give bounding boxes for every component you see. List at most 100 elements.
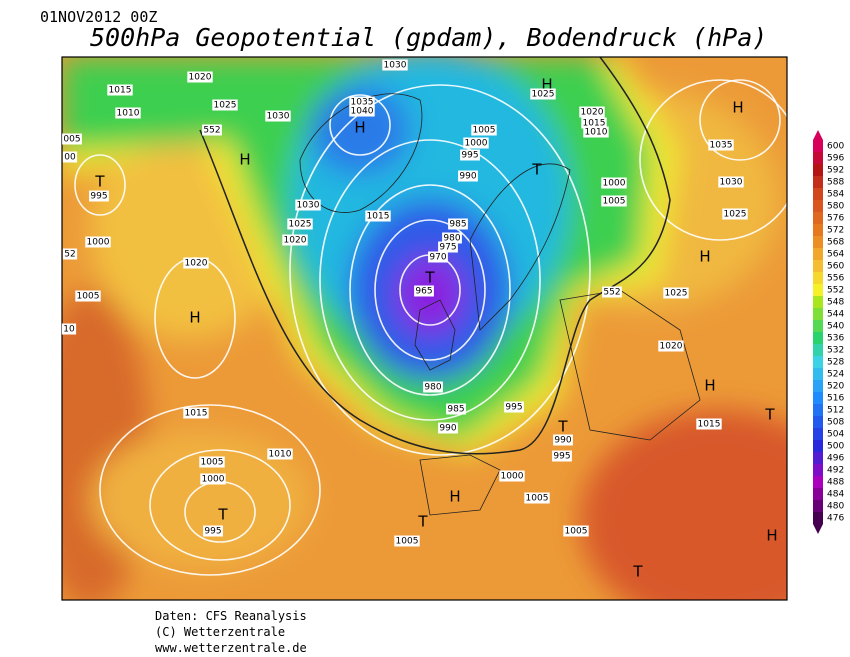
isobar-label: 10 xyxy=(63,325,75,335)
isobar-label: 995 xyxy=(461,151,478,161)
colorbar-cell xyxy=(813,368,823,380)
colorbar-cell xyxy=(813,344,823,356)
label-box xyxy=(722,208,748,220)
isobar-label: 52 xyxy=(64,250,75,260)
label-box xyxy=(187,71,213,83)
colorbar-cell xyxy=(813,260,823,272)
pressure-center: H xyxy=(766,527,777,545)
isobar-label: 995 xyxy=(90,192,107,202)
isobar-label: 1000 xyxy=(202,475,225,485)
pressure-center: T xyxy=(632,563,643,581)
label-box xyxy=(423,381,443,393)
isobar-label: 1005 xyxy=(77,292,100,302)
label-box xyxy=(552,450,572,462)
isobar-label: 1000 xyxy=(501,472,524,482)
label-box xyxy=(62,151,78,163)
label-box xyxy=(62,248,78,260)
colorbar-label: 588 xyxy=(827,178,844,188)
label-box xyxy=(499,470,525,482)
colorbar-cell xyxy=(813,488,823,500)
isobar-label: 1020 xyxy=(189,73,212,83)
colorbar-cell xyxy=(813,272,823,284)
colorbar-cap xyxy=(813,130,823,140)
isobar-label: 1020 xyxy=(284,236,307,246)
colorbar-cell xyxy=(813,284,823,296)
colorbar-label: 488 xyxy=(827,478,844,488)
label-box xyxy=(365,210,391,222)
colorbar-label: 600 xyxy=(827,142,844,152)
label-box xyxy=(203,525,223,537)
pressure-center: H xyxy=(732,99,743,117)
colorbar-label: 536 xyxy=(827,334,844,344)
label-box xyxy=(524,492,550,504)
colorbar-label: 520 xyxy=(827,382,844,392)
isobar-label: 1020 xyxy=(581,108,604,118)
colorbar-cell xyxy=(813,308,823,320)
label-box xyxy=(107,84,133,96)
colorbar-cell xyxy=(813,320,823,332)
isobar-label: 990 xyxy=(439,424,456,434)
isobar-label: 1005 xyxy=(201,458,224,468)
isobar-label: 1010 xyxy=(585,128,608,138)
footer-line: (C) Wetterzentrale xyxy=(155,625,285,639)
isobar-label: 1005 xyxy=(565,527,588,537)
map-date: 01NOV2012 00Z xyxy=(40,8,157,26)
colorbar-label: 568 xyxy=(827,238,844,248)
isobar-label: 1005 xyxy=(396,537,419,547)
pressure-center: H xyxy=(189,309,200,327)
label-box xyxy=(382,59,408,71)
colorbar-cell xyxy=(813,176,823,188)
colorbar-label: 596 xyxy=(827,154,844,164)
colorbar-label: 544 xyxy=(827,310,844,320)
colorbar-label: 516 xyxy=(827,394,844,404)
isobar-label: 975 xyxy=(439,243,456,253)
colorbar-label: 524 xyxy=(827,370,844,380)
colorbar-cell xyxy=(813,200,823,212)
pressure-center: H xyxy=(541,76,552,94)
label-box xyxy=(471,124,497,136)
isobar-label: 1015 xyxy=(185,409,208,419)
colorbar-label: 480 xyxy=(827,502,844,512)
isobar-label: 990 xyxy=(459,172,476,182)
colorbar-label: 532 xyxy=(827,346,844,356)
colorbar: 600 596 592 588 584 580 576 572 568 564 560 556 552 5… xyxy=(813,130,844,534)
isobar-label: 1025 xyxy=(724,210,747,220)
colorbar-cell xyxy=(813,440,823,452)
isobar-label: 1015 xyxy=(367,212,390,222)
map-title: 500hPa Geopotential (gpdam), Bodendruck … xyxy=(90,23,767,52)
colorbar-label: 592 xyxy=(827,166,844,176)
isobar-label: 1000 xyxy=(603,179,626,189)
pressure-center: T xyxy=(424,269,435,287)
isobar-label: 1025 xyxy=(214,101,237,111)
label-box xyxy=(463,137,489,149)
label-box xyxy=(579,106,605,118)
pressure-center: H xyxy=(239,151,250,169)
pressure-center: T xyxy=(94,173,105,191)
label-box xyxy=(601,177,627,189)
label-box xyxy=(602,286,622,298)
label-box xyxy=(428,251,448,263)
pressure-center: T xyxy=(531,161,542,179)
label-box xyxy=(663,287,689,299)
label-box xyxy=(696,418,722,430)
colorbar-label: 572 xyxy=(827,226,844,236)
colorbar-cell xyxy=(813,464,823,476)
colorbar-label: 476 xyxy=(827,514,844,524)
colorbar-label: 508 xyxy=(827,418,844,428)
pressure-center: H xyxy=(449,488,460,506)
colorbar-label: 556 xyxy=(827,274,844,284)
isobar-label: 1000 xyxy=(465,139,488,149)
isobar-label: 985 xyxy=(449,220,466,230)
isobar-label: 1040 xyxy=(351,107,374,117)
label-box xyxy=(183,407,209,419)
isobar-label: 990 xyxy=(554,436,571,446)
isobar-label: 1025 xyxy=(532,90,555,100)
colorbar-label: 492 xyxy=(827,466,844,476)
isobar-label: 980 xyxy=(443,234,460,244)
label-box xyxy=(183,257,209,269)
colorbar-cell xyxy=(813,452,823,464)
pressure-center: H xyxy=(699,248,710,266)
isobar-label: 1010 xyxy=(269,450,292,460)
label-box xyxy=(349,105,375,117)
label-box xyxy=(394,535,420,547)
